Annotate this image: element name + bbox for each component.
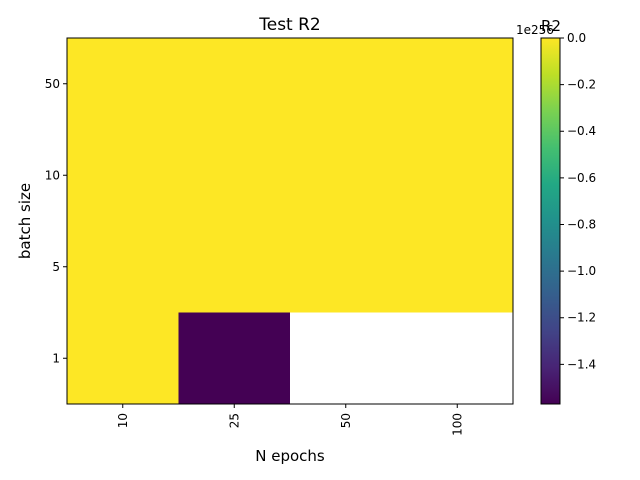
heatmap-cell (401, 221, 514, 313)
heatmap-cell (178, 129, 291, 222)
colorbar-tick-label: −0.6 (567, 171, 596, 185)
heatmap-cell (290, 129, 402, 222)
x-tick-label: 100 (450, 413, 464, 436)
heatmap-cell (178, 312, 291, 405)
y-tick-label: 50 (45, 77, 60, 91)
heatmap-cell (290, 38, 402, 130)
heatmap-cell (67, 312, 179, 405)
colorbar-tick-label: −0.8 (567, 217, 596, 231)
heatmap-cell (67, 38, 179, 130)
colorbar-tick-label: −1.0 (567, 264, 596, 278)
heatmap-cell (290, 312, 402, 405)
x-tick-label: 25 (227, 413, 241, 428)
x-tick-label: 10 (116, 413, 130, 428)
colorbar-tick-label: −1.4 (567, 357, 596, 371)
colorbar-tick-label: −1.2 (567, 311, 596, 325)
colorbar-tick-label: 0.0 (567, 31, 586, 45)
x-axis-ticks: 10 25 50 100 (116, 404, 464, 436)
colorbar-offset-text: 1e256 (516, 23, 554, 37)
y-tick-label: 1 (52, 351, 60, 365)
y-tick-label: 5 (52, 260, 60, 274)
heatmap-cell (178, 38, 291, 130)
colorbar (540, 37, 561, 405)
y-axis-ticks: 50 10 5 1 (45, 77, 67, 365)
x-tick-label: 50 (339, 413, 353, 428)
chart-title: Test R2 (258, 15, 321, 35)
heatmap-cell (67, 221, 179, 313)
heatmap-cells (67, 38, 514, 405)
heatmap-cell (67, 129, 179, 222)
heatmap-cell (401, 38, 514, 130)
plot-frame (66, 37, 514, 405)
colorbar-ticks: 0.0 −0.2 −0.4 −0.6 −0.8 −1.0 −1.2 −1.4 (560, 31, 596, 371)
colorbar-tick-label: −0.4 (567, 124, 596, 138)
heatmap-cell (401, 312, 514, 405)
heatmap-cell (178, 221, 291, 313)
colorbar-label: R2 (541, 17, 561, 35)
x-axis-label: N epochs (255, 447, 325, 465)
colorbar-tick-label: −0.2 (567, 78, 596, 92)
heatmap-cell (290, 221, 402, 313)
y-tick-label: 10 (45, 168, 60, 182)
y-axis-label: batch size (16, 183, 34, 259)
heatmap-cell (401, 129, 514, 222)
